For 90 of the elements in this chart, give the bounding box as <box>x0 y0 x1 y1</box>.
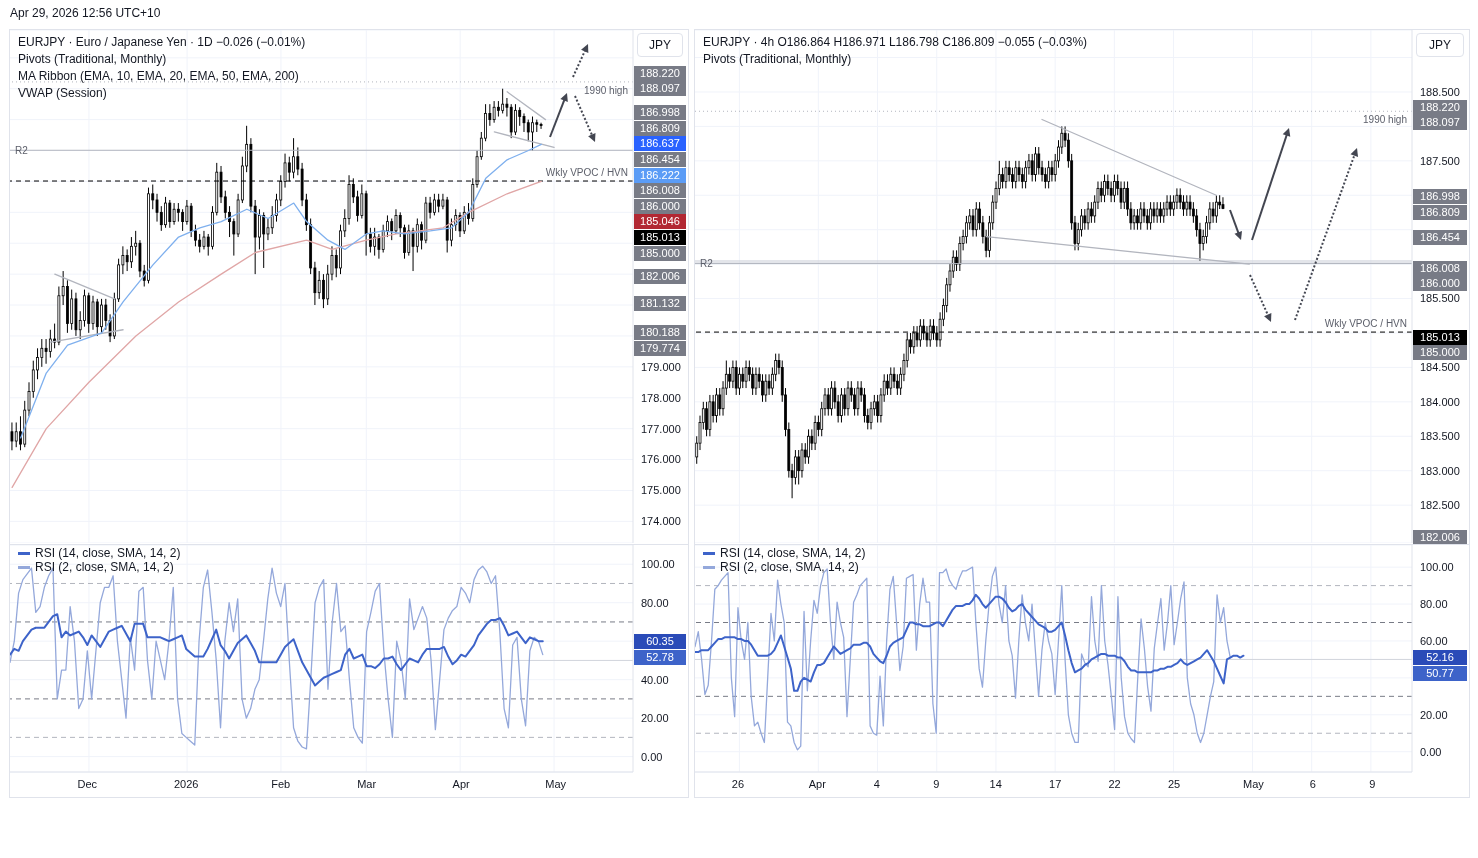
text: 60.35 <box>634 633 686 649</box>
legend-label: RSI (2, close, SMA, 14, 2) <box>35 560 174 574</box>
text: 185.000 <box>1413 344 1467 360</box>
text: 185.013 <box>634 229 686 245</box>
x-tick-label: 14 <box>989 777 1002 790</box>
x-tick-label: Apr <box>452 777 471 790</box>
x-tick-label: 26 <box>731 777 745 790</box>
y-tick-label: 0.00 <box>1420 745 1442 758</box>
legend-label: RSI (2, close, SMA, 14, 2) <box>720 560 859 574</box>
legend-label: RSI (14, close, SMA, 14, 2) <box>35 546 181 560</box>
text: EURJPY · Euro / Japanese Yen · 1D −0.026 (−0.01%) <box>18 34 306 51</box>
ref-line-label: R2 <box>15 144 29 156</box>
text: 186.998 <box>1413 188 1467 204</box>
y-tick-label: 177.000 <box>641 422 681 435</box>
y-tick-label: 176.000 <box>641 453 681 466</box>
y-axis-title: JPY <box>637 33 683 57</box>
y-tick-label: 20.00 <box>641 712 669 725</box>
y-tick-label: 183.500 <box>1420 430 1460 443</box>
annotation: MA Ribbon (EMA, 10, EMA, 20, EMA, 50, EMA, 200) <box>18 68 299 85</box>
text: 52.78 <box>634 649 686 665</box>
x-tick-label: 17 <box>1049 777 1062 790</box>
text: Pivots (Traditional, Monthly) <box>18 51 167 68</box>
y-tick-label: 40.00 <box>641 673 669 686</box>
text: 186.809 <box>634 120 686 136</box>
text: 186.008 <box>1413 260 1467 276</box>
text: 186.222 <box>634 167 686 183</box>
text: 52.16 <box>1413 649 1467 665</box>
x-tick-label: 9 <box>933 777 940 790</box>
y-tick-label: 188.500 <box>1420 85 1460 98</box>
ref-line-label: Wkly VPOC / HVN <box>545 167 628 179</box>
text: 188.097 <box>1413 114 1467 130</box>
ref-line-label: Wkly VPOC / HVN <box>1324 318 1407 330</box>
x-tick-label: 22 <box>1108 777 1121 790</box>
text: 186.809 <box>1413 204 1467 220</box>
y-tick-label: 182.500 <box>1420 499 1460 512</box>
text: 179.774 <box>634 340 686 356</box>
y-tick-label: 187.500 <box>1420 154 1460 167</box>
y-tick-label: 60.00 <box>1420 634 1448 647</box>
y-tick-label: 183.000 <box>1420 464 1460 477</box>
text: 186.454 <box>634 151 686 167</box>
text: 186.000 <box>634 198 686 214</box>
text: 186.008 <box>634 182 686 198</box>
text: 186.998 <box>634 104 686 120</box>
text: 186.454 <box>1413 229 1467 245</box>
y-tick-label: 185.500 <box>1420 292 1460 305</box>
x-tick-label: Mar <box>357 777 377 790</box>
y-tick-label: 0.00 <box>641 750 663 763</box>
text: 180.188 <box>634 324 686 340</box>
y-tick-label: 184.000 <box>1420 395 1460 408</box>
text: 50.77 <box>1413 665 1467 681</box>
x-tick-label: 6 <box>1309 777 1316 790</box>
y-tick-label: 179.000 <box>641 360 681 373</box>
text: 182.006 <box>634 268 686 284</box>
x-tick-label: Apr <box>808 777 827 790</box>
x-tick-label: 4 <box>873 777 880 790</box>
x-tick-label: 25 <box>1167 777 1181 790</box>
text: 185.013 <box>1413 329 1467 345</box>
y-tick-label: 80.00 <box>641 596 669 609</box>
y-tick-label: 100.00 <box>1420 561 1454 574</box>
x-tick-label: May <box>545 777 567 790</box>
ref-line-label: 1990 high <box>1363 114 1407 126</box>
text: Apr 29, 2026 12:56 UTC+10 <box>10 6 161 20</box>
y-tick-label: 100.00 <box>641 558 675 571</box>
x-tick-label: May <box>1243 777 1265 790</box>
text: 188.220 <box>634 65 686 81</box>
text: 186.000 <box>1413 275 1467 291</box>
text: 186.637 <box>634 135 686 151</box>
y-tick-label: 184.500 <box>1420 361 1460 374</box>
text: 188.097 <box>634 80 686 96</box>
text: 185.046 <box>634 213 686 229</box>
x-tick-label: 2026 <box>173 777 199 790</box>
x-tick-label: Dec <box>77 777 98 790</box>
text: 182.006 <box>1413 529 1467 545</box>
x-tick-label: Feb <box>271 777 291 790</box>
ref-line-label: 1990 high <box>584 85 628 97</box>
y-tick-label: 178.000 <box>641 391 681 404</box>
text: EURJPY · 4h O186.864 H186.971 L186.798 C186.809 −0.055 (−0.03%) <box>703 34 1088 51</box>
y-tick-label: 80.00 <box>1420 597 1448 610</box>
y-tick-label: 174.000 <box>641 515 681 528</box>
y-tick-label: 20.00 <box>1420 708 1448 721</box>
text: 181.132 <box>634 295 686 311</box>
text: 185.000 <box>634 245 686 261</box>
y-tick-label: 175.000 <box>641 484 681 497</box>
ref-line-label: R2 <box>700 258 714 270</box>
y-axis-title: JPY <box>1416 33 1464 57</box>
annotation: VWAP (Session) <box>18 85 107 102</box>
x-tick-label: 9 <box>1369 777 1376 790</box>
text: 188.220 <box>1413 99 1467 115</box>
text: Pivots (Traditional, Monthly) <box>703 51 852 68</box>
legend-label: RSI (14, close, SMA, 14, 2) <box>720 546 866 560</box>
